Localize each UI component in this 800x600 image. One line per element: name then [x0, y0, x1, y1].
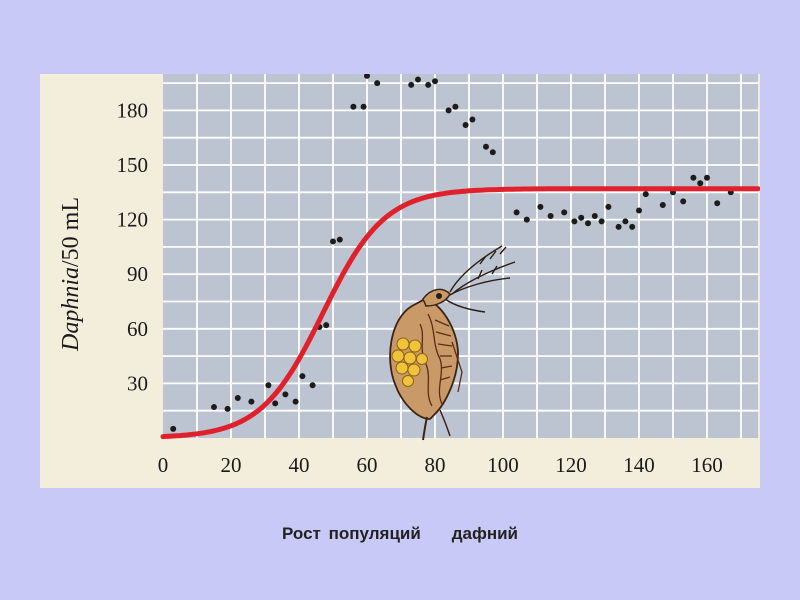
data-point: [629, 223, 636, 230]
x-tick-label: 20: [221, 453, 242, 477]
x-tick-label: 100: [487, 453, 519, 477]
data-point: [523, 216, 530, 223]
data-point: [680, 198, 687, 205]
data-point: [591, 212, 598, 219]
x-tick-label: 120: [555, 453, 587, 477]
data-point: [364, 74, 370, 79]
data-point: [615, 223, 622, 230]
data-point: [452, 103, 459, 110]
data-point: [248, 398, 255, 405]
data-point: [642, 191, 649, 198]
data-point: [170, 425, 177, 432]
data-point: [714, 200, 721, 207]
data-point: [636, 207, 642, 214]
data-point: [330, 238, 336, 245]
data-point: [469, 116, 476, 123]
y-tick-label: 60: [127, 317, 148, 341]
x-tick-label: 40: [289, 453, 310, 477]
data-point: [408, 81, 415, 88]
data-points: [170, 74, 734, 432]
y-tick-label: 120: [117, 208, 149, 232]
y-tick-label: 90: [127, 262, 148, 286]
data-point: [513, 209, 520, 216]
data-point: [292, 398, 299, 405]
data-point: [272, 400, 279, 407]
data-point: [282, 391, 289, 398]
data-point: [598, 218, 605, 225]
data-point: [211, 404, 217, 411]
data-point: [432, 78, 438, 85]
data-point: [224, 405, 231, 412]
data-point: [265, 382, 272, 389]
data-point: [489, 149, 496, 156]
data-point: [415, 76, 421, 83]
daphnia-growth-chart: 0 20 40 60 80 100 120 140 160 30 60 90 120 150 180 Daph…: [58, 74, 760, 477]
y-axis-label-italic: Daphnia: [58, 267, 84, 352]
data-point: [234, 394, 241, 401]
data-point: [445, 107, 452, 114]
data-point: [622, 218, 629, 225]
data-point: [350, 103, 357, 110]
data-point: [605, 203, 612, 210]
y-tick-label: 180: [117, 98, 149, 122]
figure-panel: 0 20 40 60 80 100 120 140 160 30 60 90 120 150 180 Daph…: [40, 74, 760, 488]
data-point: [323, 322, 330, 329]
data-point: [547, 212, 554, 219]
x-tick-label: 60: [357, 453, 378, 477]
x-tick-label: 140: [623, 453, 655, 477]
data-point: [659, 202, 666, 209]
data-point: [697, 180, 704, 187]
data-point: [462, 121, 469, 128]
logistic-growth-curve: [160, 186, 760, 440]
data-point: [578, 214, 585, 221]
daphnia-illustration: [389, 245, 516, 441]
data-point: [690, 174, 697, 181]
data-point: [336, 236, 343, 243]
x-tick-label: 80: [425, 453, 446, 477]
x-tick-label: 0: [158, 453, 169, 477]
y-axis-label-unit: /50 mL: [58, 197, 84, 267]
data-point: [704, 174, 710, 181]
data-point: [571, 218, 578, 225]
data-point: [537, 203, 544, 210]
data-point: [309, 382, 316, 389]
data-point: [374, 80, 381, 87]
slide-caption: Рост популяций дафний: [282, 524, 518, 543]
plot-area: 0 20 40 60 80 100 120 140 160 30 60 90 120 150 180 Daph…: [58, 74, 760, 477]
data-point: [561, 209, 568, 216]
data-point: [585, 220, 591, 227]
data-point: [483, 143, 489, 150]
data-point: [425, 81, 432, 88]
y-tick-label: 150: [117, 153, 149, 177]
y-tick-label: 30: [127, 371, 148, 395]
data-point: [299, 373, 306, 380]
data-point: [360, 103, 367, 110]
y-axis-label: Daphnia/50 mL: [58, 197, 84, 352]
x-tick-label: 160: [691, 453, 723, 477]
